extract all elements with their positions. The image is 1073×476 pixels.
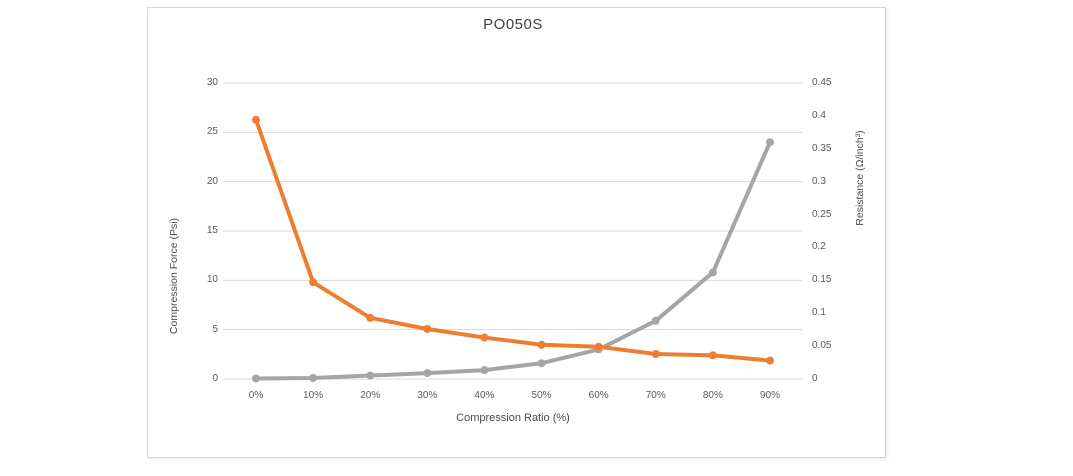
x-tick-label: 90% <box>759 390 780 401</box>
x-tick-label: 80% <box>702 390 723 401</box>
resistance-data-point-marker <box>480 333 489 342</box>
y-right-tick-label: 0.15 <box>812 274 832 286</box>
y-right-axis-title: Resistance (Ω/inch³) <box>854 130 866 226</box>
x-tick-label: 30% <box>417 390 438 401</box>
y-right-tick-label: 0.2 <box>812 241 826 253</box>
x-tick-label: 70% <box>645 390 666 401</box>
y-right-tick-label: 0 <box>812 373 818 384</box>
y-left-tick-label: 25 <box>206 126 218 138</box>
compression-force-data-point-marker <box>766 138 774 147</box>
resistance-data-point-marker <box>708 351 717 360</box>
resistance-data-point-marker <box>366 313 375 322</box>
x-tick-label: 10% <box>303 390 324 401</box>
resistance-data-point-marker <box>423 325 432 334</box>
resistance-series-line <box>254 117 772 363</box>
y-right-tick-label: 0.35 <box>812 142 832 154</box>
compression-force-data-point-marker <box>708 268 717 277</box>
resistance-data-point-marker <box>252 115 260 124</box>
resistance-data-point-marker <box>309 278 318 287</box>
compression-force-data-point-marker <box>480 366 489 375</box>
resistance-data-point-marker <box>537 340 546 349</box>
line-chart-svg <box>223 82 803 383</box>
y-left-tick-label: 0 <box>212 373 218 384</box>
resistance-data-point-marker <box>594 342 603 351</box>
compression-force-data-point-marker <box>537 359 546 368</box>
y-right-tick-label: 0.4 <box>812 109 826 121</box>
y-right-tick-label: 0.25 <box>812 208 832 220</box>
y-right-tick-label: 0.1 <box>812 307 826 319</box>
x-tick-label: 50% <box>531 390 552 401</box>
compression-force-series-line <box>254 140 772 381</box>
chart-panel: PO050S Compression Force (Psi) Resistanc… <box>147 7 886 458</box>
y-left-axis-title: Compression Force (Psi) <box>168 217 180 335</box>
x-axis-title: Compression Ratio (%) <box>456 412 570 424</box>
chart-title: PO050S <box>483 16 543 33</box>
y-right-tick-label: 0.05 <box>812 340 832 352</box>
x-tick-label: 60% <box>588 390 609 401</box>
compression-force-data-point-marker <box>252 374 260 383</box>
y-left-tick-label: 20 <box>206 175 218 187</box>
y-right-tick-label: 0.3 <box>812 175 826 187</box>
x-tick-label: 20% <box>360 390 381 401</box>
compression-force-data-point-marker <box>651 316 660 325</box>
resistance-data-point-marker <box>651 350 660 359</box>
x-tick-label: 0% <box>248 390 264 401</box>
y-left-tick-label: 30 <box>206 77 218 88</box>
y-left-tick-label: 15 <box>206 225 218 236</box>
y-right-tick-label: 0.45 <box>812 77 832 88</box>
compression-force-data-point-marker <box>366 371 375 380</box>
compression-force-data-point-marker <box>309 374 318 383</box>
resistance-data-point-marker <box>766 356 774 365</box>
compression-force-data-point-marker <box>423 369 432 378</box>
y-left-tick-label: 5 <box>212 323 218 335</box>
y-left-tick-label: 10 <box>206 274 218 286</box>
x-tick-label: 40% <box>474 390 495 401</box>
